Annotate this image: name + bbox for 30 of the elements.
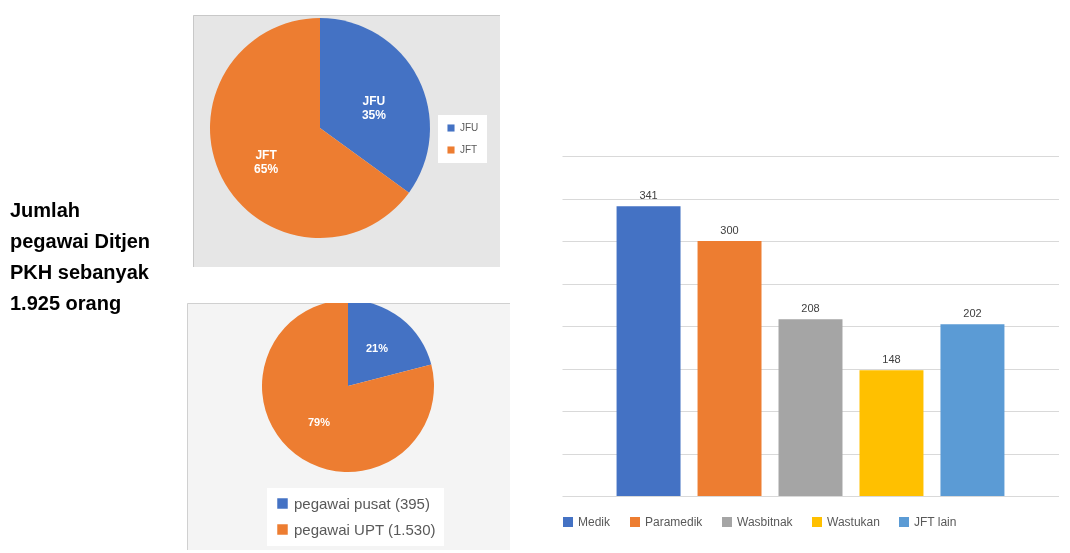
legend-label: pegawai UPT (1.530) [294,520,436,538]
data-label: 35% [361,107,387,122]
legend-label: JFU [460,122,479,133]
pie-slice [210,18,409,238]
slice-label: JFU [362,93,386,108]
data-label: 208 [801,302,820,315]
legend-label: Wastukan [827,515,880,529]
data-label: 65% [254,162,279,177]
data-label: 148 [882,353,901,366]
legend-label: Medik [578,515,612,529]
bar [940,324,1005,496]
legend-label: Wasbitnak [737,515,794,529]
data-label: 21% [365,341,389,354]
legend-label: JFT lain [914,515,957,529]
data-label: 79% [307,416,331,429]
legend-label: JFT [460,144,478,155]
legend-label: pegawai pusat (395) [294,494,430,512]
bar [697,241,762,496]
data-label: 300 [720,224,739,236]
pie-slice [320,18,430,193]
slice-label: JFT [255,148,278,163]
pie-slice [262,303,434,472]
data-label: 202 [963,307,982,320]
data-label: 341 [639,189,658,202]
legend-label: Paramedik [645,515,704,529]
bar [859,370,924,496]
bar [778,319,843,496]
text: Jumlah pegawai Ditjen PKH sebanyak 1.925 orang [10,198,152,316]
bar [616,206,681,496]
pie-slice [348,303,432,386]
